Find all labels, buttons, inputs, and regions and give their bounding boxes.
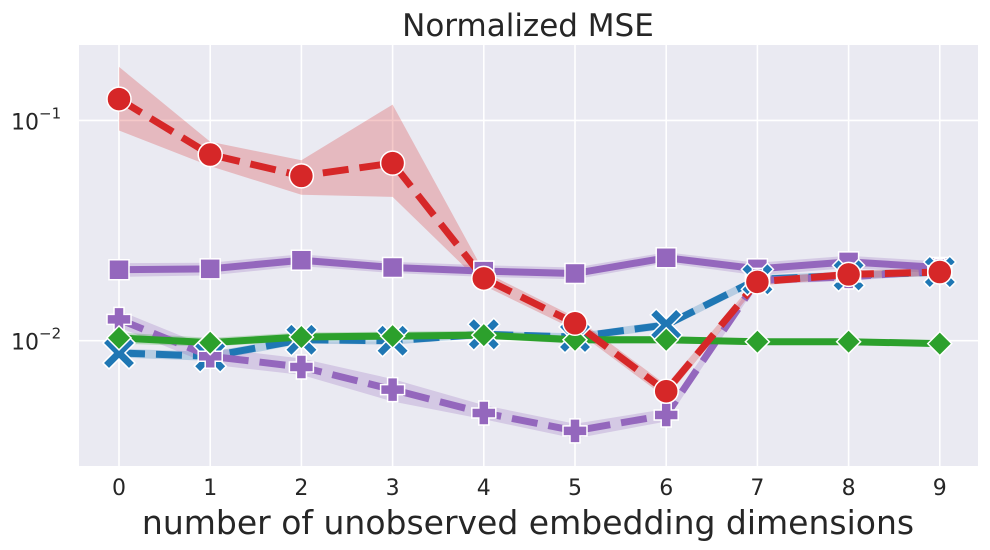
x-tick-label: 0 [112,476,126,501]
data-point [835,328,862,355]
data-point [197,343,223,370]
y-tick-label: 10−1 [11,104,61,135]
data-point [835,261,862,288]
series-line [118,331,940,348]
x-tick-label: 4 [477,476,491,501]
data-point [653,378,679,404]
data-point [197,141,223,168]
data-point [379,150,406,176]
confidence-band [119,66,940,398]
chart-title: Normalized MSE [402,8,654,44]
data-point [290,249,313,271]
data-point [101,335,137,371]
data-point [379,376,406,403]
data-point [649,307,684,342]
series-line [117,96,940,395]
data-point [471,400,497,426]
y-tick-label: 10−2 [11,325,61,356]
x-axis-label: number of unobserved embedding dimension… [142,503,914,542]
data-point [927,259,953,285]
data-point [108,258,130,281]
data-point [105,324,133,351]
data-point [653,326,680,353]
data-point [471,265,497,292]
data-point-mark [651,309,682,340]
x-tick-label: 9 [933,476,947,501]
data-point [288,163,315,189]
x-tick-label: 5 [568,476,582,501]
data-point [379,323,406,350]
data-point [564,262,586,285]
data-point [288,323,315,351]
plot-area [79,45,978,466]
x-tick-label: 2 [294,476,308,501]
x-tick-label: 6 [659,476,673,501]
data-point [562,418,588,444]
series-line [118,254,941,277]
data-point [655,247,677,269]
data-point [562,310,588,337]
data-point [470,322,497,349]
series-line [117,267,941,435]
data-point [926,330,953,357]
x-tick-label: 3 [386,476,400,501]
x-tick-label: 1 [203,476,217,501]
data-point [197,329,224,356]
data-point [381,256,404,279]
data-point [744,269,771,295]
x-tick-label: 7 [750,476,764,501]
data-point [106,86,132,112]
x-tick-label: 8 [842,476,856,501]
data-point-mark [104,338,134,368]
data-point [653,402,679,428]
data-point [199,258,221,280]
data-point [744,328,771,355]
data-point [288,354,315,380]
